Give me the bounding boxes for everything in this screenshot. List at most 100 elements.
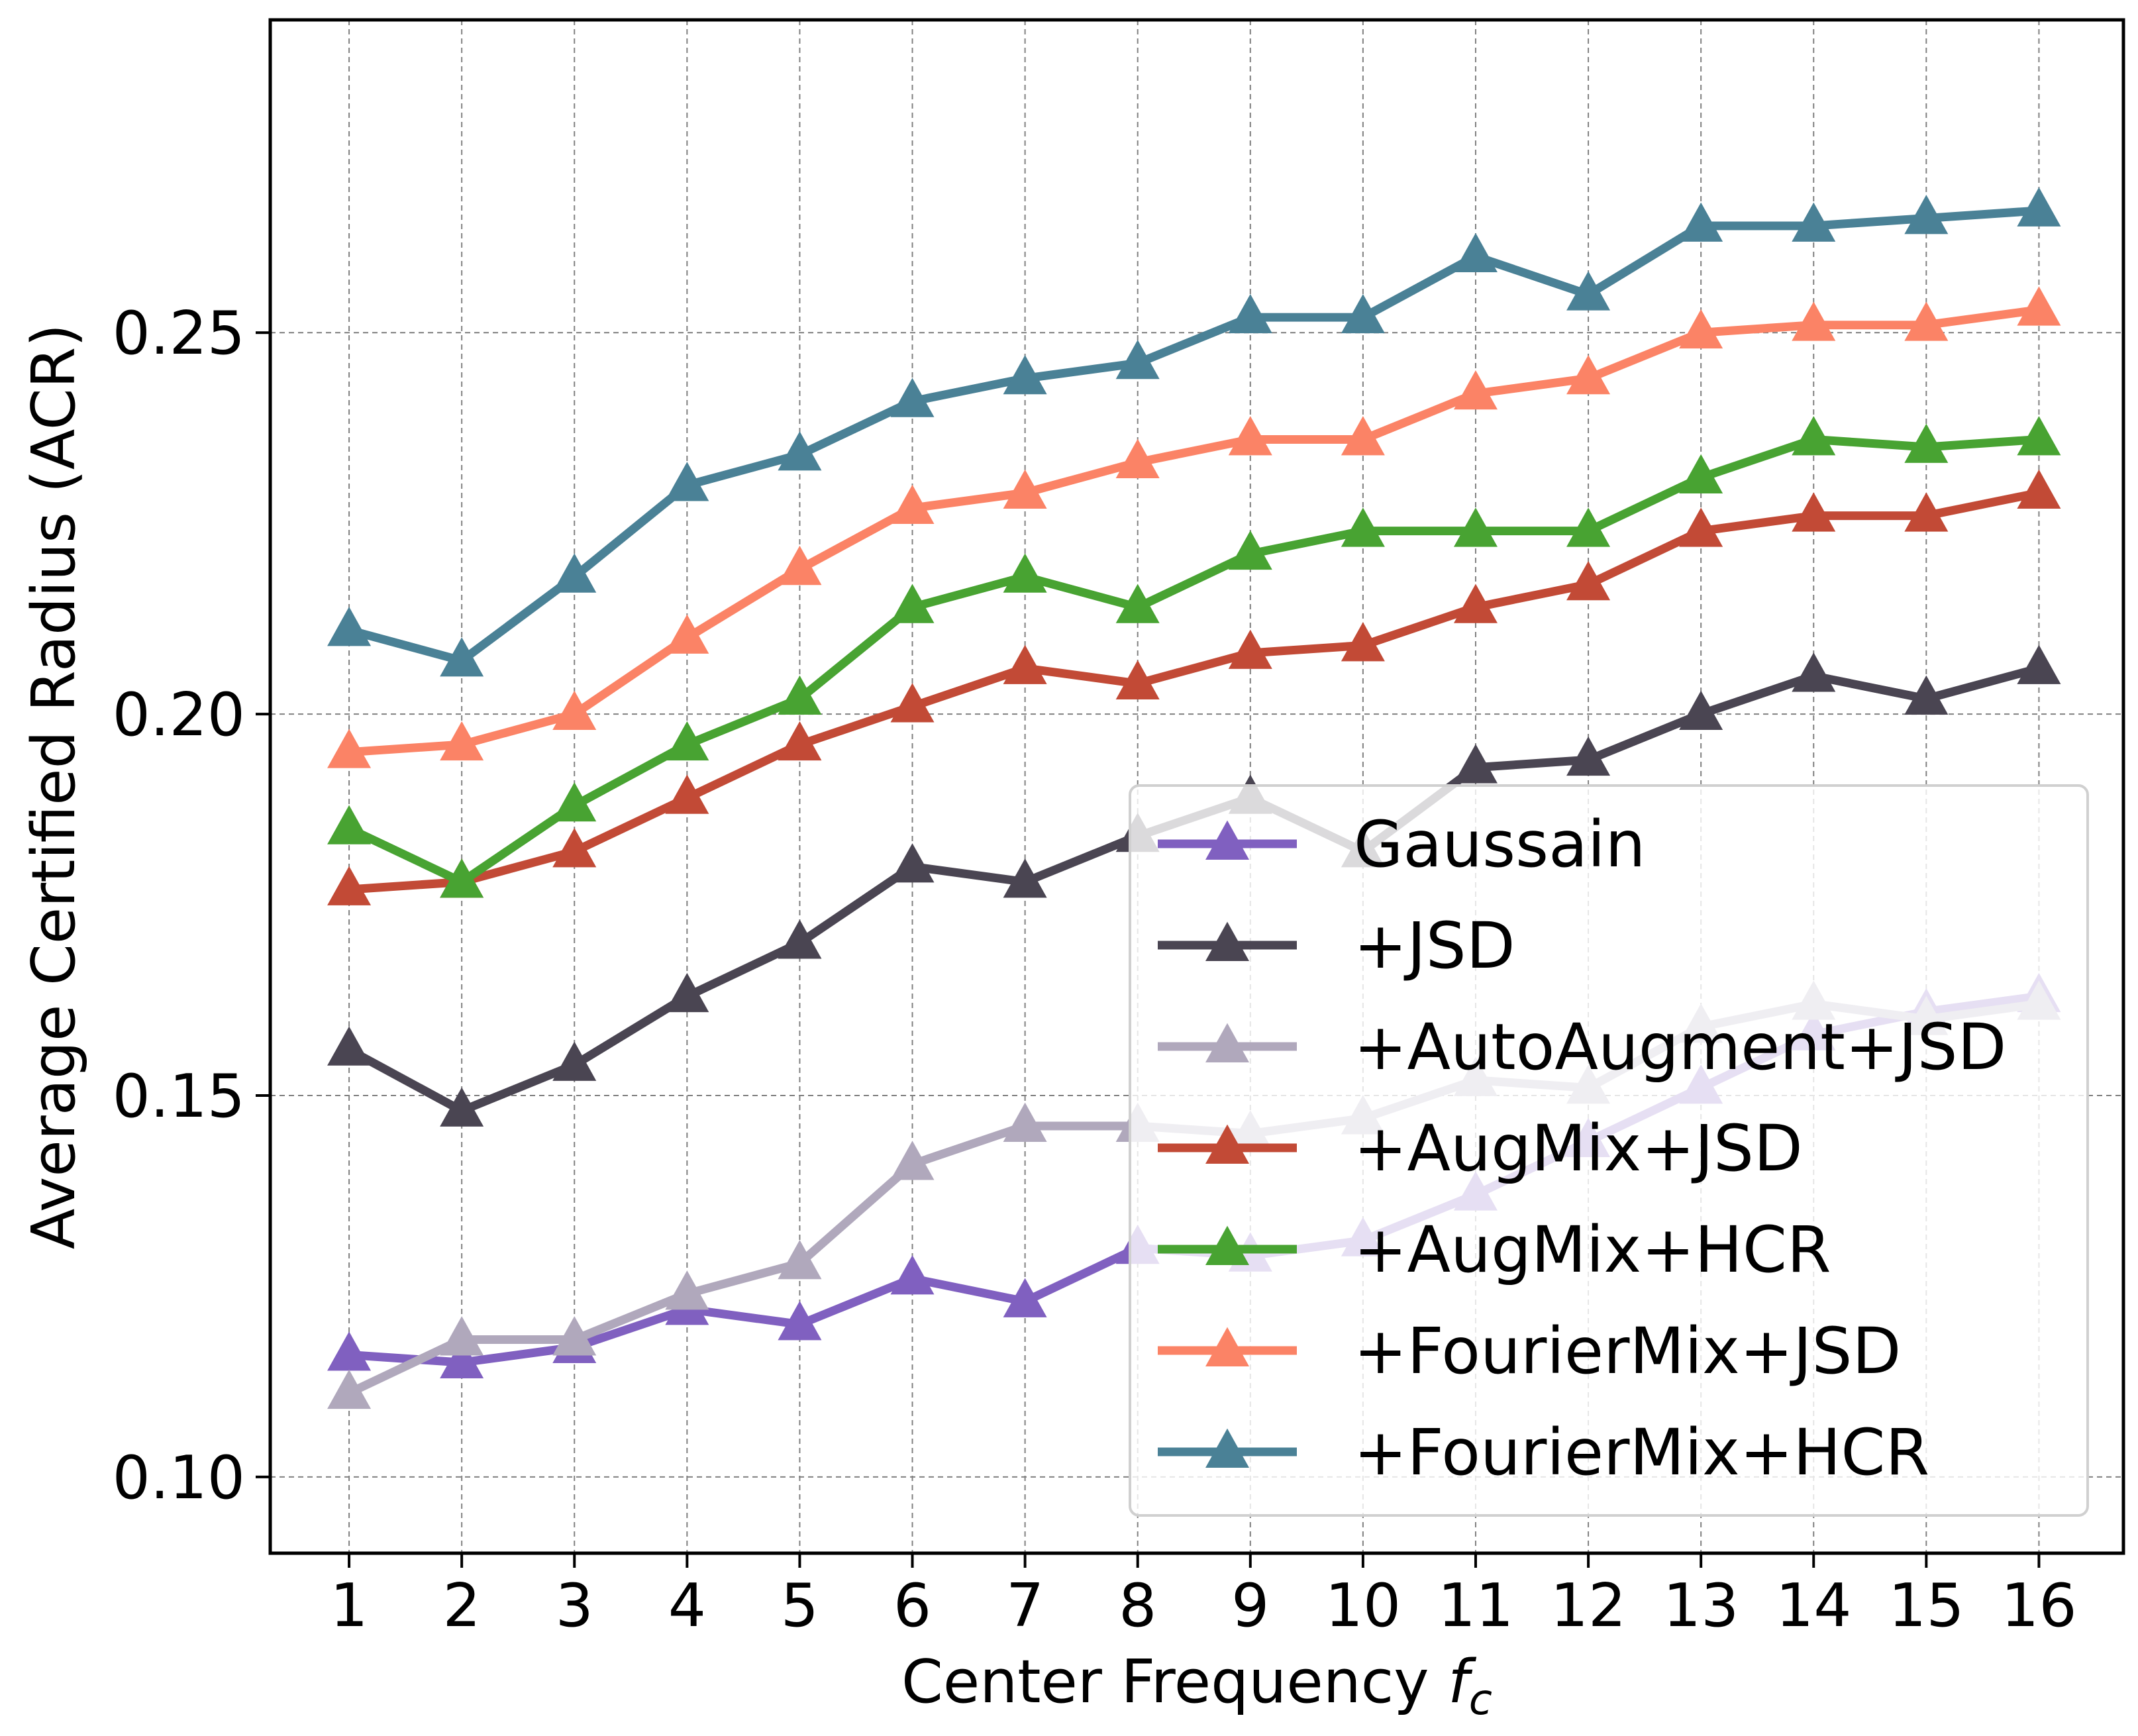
data-point	[1228, 629, 1272, 669]
data-point	[1228, 530, 1272, 570]
x-tick-label: 16	[2001, 1571, 2077, 1641]
legend-label: +AugMix+HCR	[1354, 1213, 1831, 1287]
data-point	[1003, 1102, 1047, 1142]
legend-item: +AugMix+HCR	[1158, 1213, 1831, 1287]
data-point	[778, 545, 822, 586]
data-point	[1679, 507, 1723, 547]
x-tick-label: 7	[1006, 1571, 1044, 1641]
x-tick-label: 2	[443, 1571, 481, 1641]
data-point	[1904, 492, 1949, 532]
data-point	[1003, 644, 1047, 684]
data-point	[665, 774, 709, 814]
data-point	[1003, 553, 1047, 593]
y-tick-label: 0.10	[113, 1443, 245, 1513]
data-point	[2017, 644, 2061, 684]
data-point	[1679, 690, 1723, 731]
data-point	[2017, 469, 2061, 509]
data-point	[1228, 416, 1272, 456]
data-point	[440, 1087, 484, 1127]
data-point	[890, 1255, 935, 1295]
y-tick-label: 0.15	[113, 1062, 245, 1131]
data-point	[778, 919, 822, 959]
data-point	[2017, 187, 2061, 227]
data-point	[1341, 416, 1385, 456]
x-tick-label: 3	[556, 1571, 593, 1641]
legend-item: +FourierMix+HCR	[1158, 1415, 1929, 1490]
data-point	[440, 1316, 484, 1356]
data-point	[327, 607, 372, 646]
data-point	[1453, 507, 1498, 547]
data-point	[1228, 293, 1272, 334]
legend-label: +JSD	[1354, 909, 1515, 983]
series-fouriermix-hcr	[327, 187, 2061, 677]
data-point	[890, 584, 935, 623]
data-point	[1115, 660, 1160, 699]
data-point	[327, 805, 372, 844]
series-augmix-hcr	[327, 416, 2061, 898]
x-axis-label: Center Frequency fc	[901, 1647, 1492, 1725]
legend-label: +FourierMix+HCR	[1354, 1415, 1929, 1490]
data-point	[1792, 652, 1836, 692]
legend-swatch-marker	[1205, 1124, 1249, 1164]
data-point	[1904, 423, 1949, 463]
x-tick-label: 10	[1325, 1571, 1401, 1641]
legend-item: +AugMix+JSD	[1158, 1111, 1803, 1186]
x-tick-label: 5	[781, 1571, 819, 1641]
x-axis-label-text: Center Frequency	[901, 1647, 1429, 1717]
legend-box	[1129, 784, 2089, 1517]
data-point	[1341, 293, 1385, 334]
data-point	[440, 721, 484, 761]
data-point	[778, 675, 822, 715]
data-point	[890, 843, 935, 883]
data-point	[327, 1331, 372, 1371]
data-point	[778, 1301, 822, 1341]
series-fouriermix-jsd	[327, 286, 2061, 768]
legend-swatch-marker	[1205, 1023, 1249, 1062]
legend: Gaussain +JSD +AutoAugment+JSD +AugMix+JSD +…	[1129, 784, 2089, 1517]
x-tick-label: 8	[1119, 1571, 1156, 1641]
data-point	[327, 729, 372, 768]
data-point	[665, 614, 709, 654]
data-point	[1566, 736, 1611, 776]
data-point	[1003, 469, 1047, 509]
data-point	[1566, 507, 1611, 547]
series-line-augmix-jsd	[344, 488, 2043, 894]
data-point	[1003, 1278, 1047, 1317]
data-point	[778, 721, 822, 761]
data-point	[1453, 584, 1498, 623]
x-tick-label: 13	[1663, 1571, 1739, 1641]
data-point	[1003, 858, 1047, 898]
data-point	[890, 1141, 935, 1180]
legend-swatch-marker	[1205, 820, 1249, 860]
data-point	[1453, 232, 1498, 272]
data-point	[890, 484, 935, 525]
x-tick-label: 14	[1776, 1571, 1852, 1641]
data-point	[552, 828, 597, 868]
data-point	[1904, 675, 1949, 715]
data-point	[440, 858, 484, 898]
data-point	[327, 866, 372, 905]
legend-swatch-marker	[1205, 1428, 1249, 1468]
plot-frame	[268, 18, 2125, 1555]
legend-item: +FourierMix+JSD	[1158, 1314, 1901, 1388]
legend-swatch-marker	[1205, 1327, 1249, 1366]
data-point	[1679, 309, 1723, 349]
legend-item: +JSD	[1158, 909, 1515, 983]
data-point	[1566, 560, 1611, 601]
data-point	[552, 782, 597, 822]
x-tick-label: 11	[1438, 1571, 1514, 1641]
data-point	[1792, 202, 1836, 242]
data-point	[778, 1239, 822, 1280]
data-point	[1904, 195, 1949, 234]
data-point	[890, 683, 935, 723]
data-point	[1904, 301, 1949, 341]
data-point	[440, 637, 484, 677]
y-tick-label: 0.20	[113, 680, 245, 750]
x-tick-label: 12	[1551, 1571, 1627, 1641]
legend-label: +FourierMix+JSD	[1354, 1314, 1901, 1388]
data-point	[665, 721, 709, 761]
x-tick-label: 4	[668, 1571, 706, 1641]
x-tick-label: 15	[1888, 1571, 1964, 1641]
data-point	[327, 1026, 372, 1066]
